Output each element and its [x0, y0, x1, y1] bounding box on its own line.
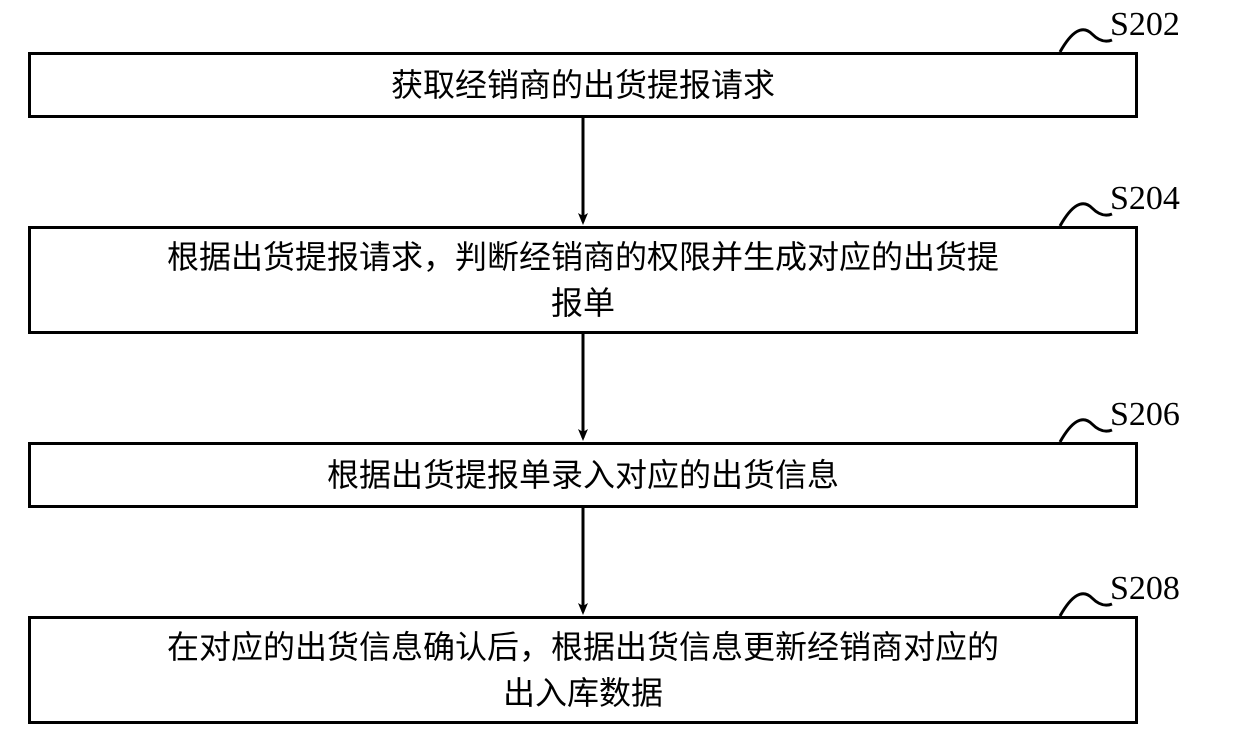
tilde-s206 — [1060, 420, 1112, 442]
flow-node-s204-text: 根据出货提报请求，判断经销商的权限并生成对应的出货提 报单 — [167, 234, 999, 327]
step-label-s208: S208 — [1110, 570, 1180, 608]
tilde-s204 — [1060, 204, 1112, 226]
tilde-s202 — [1060, 30, 1112, 52]
flow-node-s202: 获取经销商的出货提报请求 — [28, 52, 1138, 118]
flow-node-s206-text: 根据出货提报单录入对应的出货信息 — [327, 452, 839, 498]
flow-node-s206: 根据出货提报单录入对应的出货信息 — [28, 442, 1138, 508]
tilde-s208 — [1060, 594, 1112, 616]
flowchart-container: 获取经销商的出货提报请求 S202 根据出货提报请求，判断经销商的权限并生成对应… — [0, 0, 1240, 731]
flow-node-s202-text: 获取经销商的出货提报请求 — [391, 62, 775, 108]
flow-node-s204: 根据出货提报请求，判断经销商的权限并生成对应的出货提 报单 — [28, 226, 1138, 334]
flow-node-s208: 在对应的出货信息确认后，根据出货信息更新经销商对应的 出入库数据 — [28, 616, 1138, 724]
step-label-s204: S204 — [1110, 180, 1180, 218]
flow-node-s208-text: 在对应的出货信息确认后，根据出货信息更新经销商对应的 出入库数据 — [167, 624, 999, 717]
step-label-s202: S202 — [1110, 6, 1180, 44]
step-label-s206: S206 — [1110, 396, 1180, 434]
